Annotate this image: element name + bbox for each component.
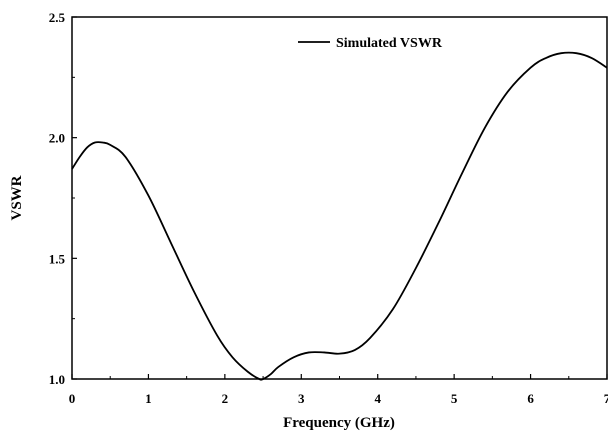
y-tick-label: 1.0 [49,372,65,387]
legend-label: Simulated VSWR [336,36,443,51]
x-tick-label: 1 [145,391,152,406]
y-axis: 1.0 1.5 2.0 2.5 [49,10,77,387]
x-tick-label: 4 [374,391,381,406]
x-tick-label: 5 [451,391,458,406]
y-tick-label: 2.0 [49,131,65,146]
x-axis-title: Frequency (GHz) [283,415,395,431]
y-tick-label: 1.5 [49,251,66,266]
x-tick-label: 3 [298,391,305,406]
y-axis-title: VSWR [9,175,25,220]
series-line-simulated-vswr [71,51,608,381]
x-tick-label: 6 [527,391,534,406]
x-axis: 0 1 2 3 4 5 6 7 [69,374,608,406]
x-tick-label: 2 [222,391,229,406]
y-tick-label: 2.5 [49,10,66,25]
x-tick-label: 0 [69,391,76,406]
legend: Simulated VSWR [298,36,443,51]
x-tick-label: 7 [604,391,608,406]
